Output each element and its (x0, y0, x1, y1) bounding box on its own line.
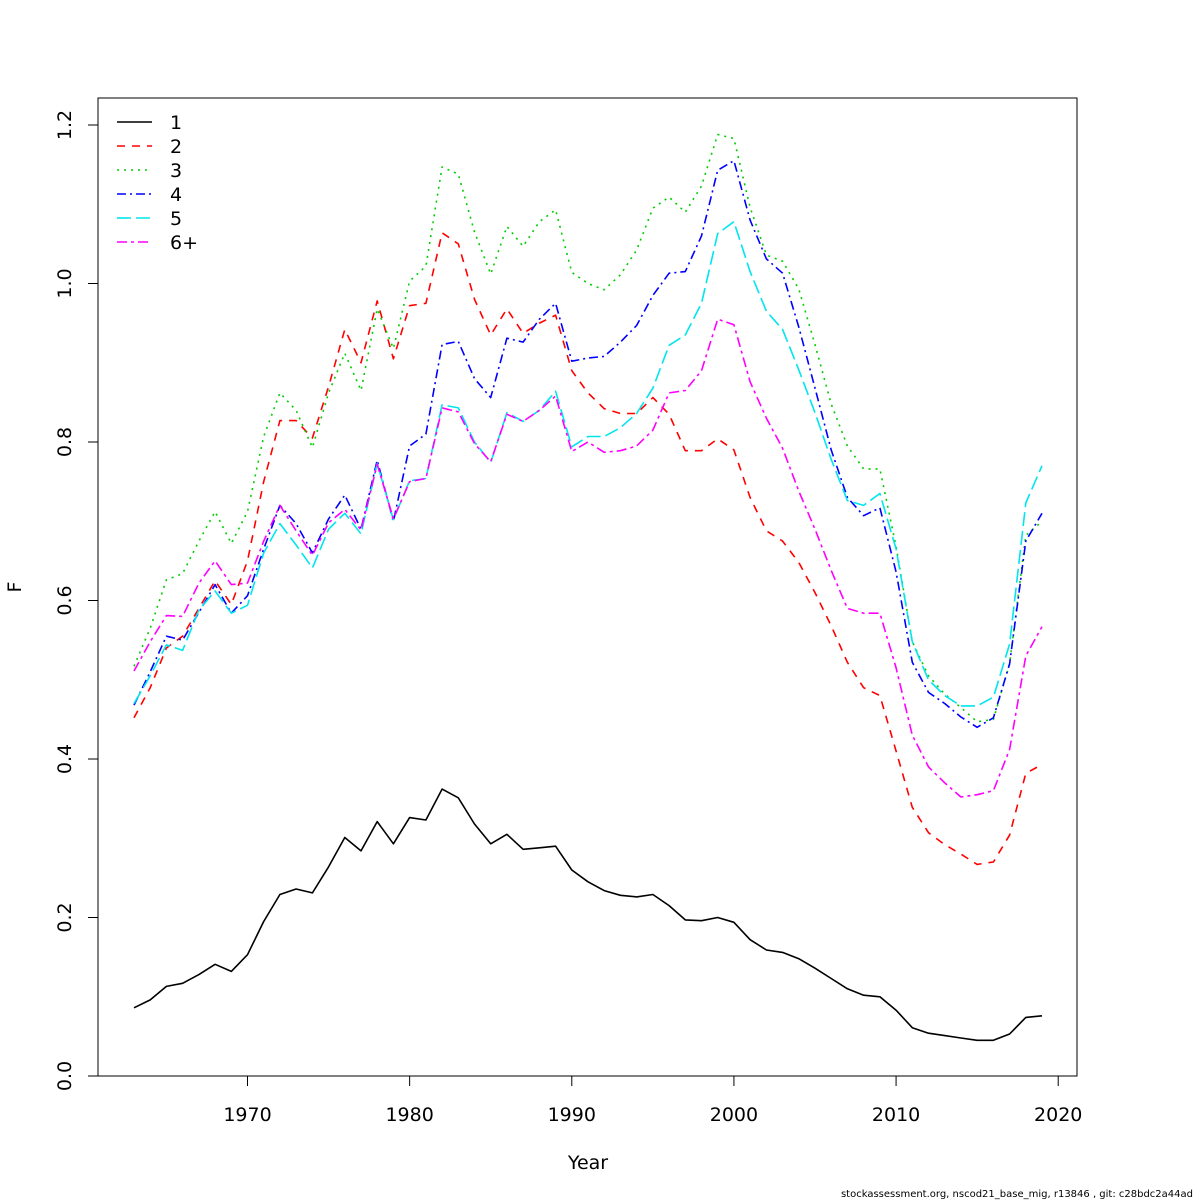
series-line-1 (133, 788, 1043, 1042)
series-line-3 (133, 133, 1043, 723)
y-tick-label: 0.0 (54, 1061, 76, 1091)
series-line-5 (133, 220, 1043, 707)
x-tick-label: 1990 (548, 1104, 596, 1126)
x-tick-label: 1980 (385, 1104, 433, 1126)
legend-label: 4 (170, 184, 182, 206)
footer-source-text: stockassessment.org, nscod21_base_mig, r… (841, 1189, 1193, 1200)
y-tick-label: 0.6 (54, 585, 76, 615)
y-axis-title: F (4, 582, 26, 593)
series-line-2 (133, 232, 1043, 866)
legend-label: 3 (170, 160, 182, 182)
y-axis: 0.0 0.2 0.4 0.6 0.8 1.0 1.2 (54, 110, 99, 1091)
y-tick-label: 0.8 (54, 427, 76, 457)
legend-label: 2 (170, 136, 182, 158)
x-axis: 1970 1980 1990 2000 2010 2020 (223, 1075, 1082, 1126)
y-tick-label: 1.0 (54, 268, 76, 298)
plot-frame (97, 97, 1078, 1077)
series-line-6plus (133, 318, 1043, 798)
legend-label: 5 (170, 208, 182, 230)
y-tick-label: 0.2 (54, 902, 76, 932)
x-tick-label: 2020 (1034, 1104, 1082, 1126)
x-tick-label: 2010 (872, 1104, 920, 1126)
legend-label: 1 (170, 112, 182, 134)
x-tick-label: 2000 (710, 1104, 758, 1126)
y-tick-label: 1.2 (54, 110, 76, 140)
series-line-4 (133, 159, 1043, 729)
x-tick-label: 1970 (223, 1104, 271, 1126)
x-axis-title: Year (567, 1152, 608, 1174)
y-tick-label: 0.4 (54, 744, 76, 774)
series-layer (133, 133, 1043, 1042)
legend-label: 6+ (170, 232, 198, 254)
